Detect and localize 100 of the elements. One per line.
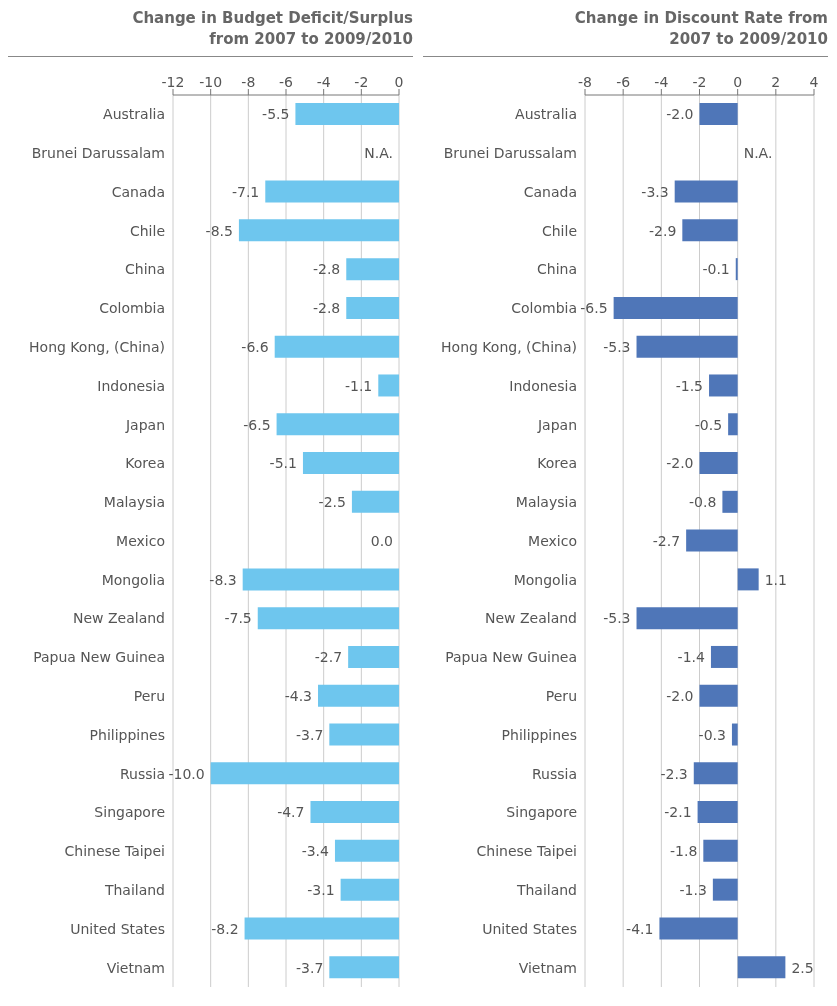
- y-tick-label: New Zealand: [485, 610, 577, 627]
- y-tick-label: Russia: [119, 765, 165, 782]
- data-label: -1.4: [677, 649, 706, 666]
- y-tick-label: United States: [482, 920, 577, 937]
- y-tick-label: Chile: [129, 222, 165, 239]
- data-label: -0.8: [689, 494, 717, 511]
- data-label: -3.7: [295, 726, 324, 743]
- x-tick-label: -12: [161, 74, 185, 90]
- data-label: -5.5: [262, 106, 290, 123]
- data-label: -2.8: [312, 261, 341, 278]
- x-tick-label: -6: [279, 74, 294, 90]
- y-tick-label: Mexico: [116, 532, 165, 549]
- bar: [697, 801, 738, 824]
- chart-title: Change in Budget Deficit/Surplus from 2007 to 2009/2010: [8, 8, 413, 57]
- y-tick-label: Australia: [515, 106, 577, 123]
- y-tick-label: Singapore: [94, 804, 165, 821]
- y-tick-label: Peru: [545, 688, 577, 705]
- y-tick-label: Colombia: [511, 300, 577, 317]
- y-tick-label: Thailand: [103, 881, 165, 898]
- y-tick-label: Indonesia: [509, 377, 577, 394]
- bar: [712, 878, 738, 901]
- bar: [737, 568, 759, 591]
- data-label: -8.2: [211, 920, 239, 937]
- data-label: -0.1: [702, 261, 730, 278]
- y-tick-label: Thailand: [515, 881, 577, 898]
- bar: [699, 684, 738, 707]
- data-label: 2.5: [791, 959, 814, 976]
- data-label: -7.1: [231, 183, 260, 200]
- bar: [682, 219, 738, 242]
- bar: [674, 180, 738, 203]
- text: N.A.: [743, 145, 773, 162]
- x-tick-label: 0: [733, 74, 743, 90]
- bar: [693, 762, 738, 785]
- bar: [636, 607, 738, 630]
- data-label: -0.3: [698, 726, 726, 743]
- y-tick-label: Russia: [531, 765, 577, 782]
- data-label: -2.0: [666, 688, 694, 705]
- text: N.A.: [364, 145, 393, 162]
- y-tick-label: Papua New Guinea: [33, 649, 165, 666]
- data-label: -1.5: [675, 377, 704, 394]
- bar: [737, 956, 786, 979]
- y-tick-label: New Zealand: [73, 610, 165, 627]
- data-label: -1.8: [669, 843, 698, 860]
- y-tick-label: Canada: [523, 183, 577, 200]
- chart-title: Change in Discount Rate from 2007 to 2009/2010: [423, 8, 828, 57]
- data-label: -5.1: [269, 455, 297, 472]
- y-tick-label: Mongolia: [101, 571, 165, 588]
- y-tick-label: Japan: [124, 416, 165, 433]
- data-label: -3.1: [307, 881, 335, 898]
- x-tick-label: -8: [241, 74, 256, 90]
- y-tick-label: Chile: [541, 222, 577, 239]
- bar: [728, 413, 738, 436]
- y-tick-label: Korea: [537, 455, 577, 472]
- y-tick-label: China: [125, 261, 165, 278]
- data-label: -6.6: [241, 338, 269, 355]
- y-tick-label: Philippines: [89, 726, 165, 743]
- x-tick-label: -4: [316, 74, 331, 90]
- data-label: -2.3: [660, 765, 688, 782]
- bar: [699, 452, 738, 475]
- data-label: -2.9: [649, 222, 677, 239]
- bar: [686, 529, 738, 552]
- x-tick-label: 2: [771, 74, 781, 90]
- data-label: -2.8: [312, 300, 341, 317]
- x-tick-label: -10: [199, 74, 223, 90]
- data-label: -1.3: [679, 881, 707, 898]
- y-tick-label: Korea: [125, 455, 165, 472]
- y-tick-label: Indonesia: [97, 377, 165, 394]
- y-tick-label: Canada: [111, 183, 165, 200]
- y-tick-label: Chinese Taipei: [476, 843, 577, 860]
- data-label: -4.7: [277, 804, 305, 821]
- data-label: -2.7: [652, 532, 681, 549]
- data-label: -7.5: [224, 610, 252, 627]
- data-label: -3.3: [641, 183, 669, 200]
- y-tick-label: Philippines: [501, 726, 577, 743]
- bar: [613, 296, 738, 319]
- bar: [659, 917, 738, 940]
- bar: [699, 103, 738, 125]
- data-label: 1.1: [764, 571, 787, 588]
- data-label: -10.0: [168, 765, 205, 782]
- y-tick-label: Mongolia: [513, 571, 577, 588]
- y-tick-label: Peru: [133, 688, 165, 705]
- bar: [722, 490, 738, 513]
- data-label: -3.4: [301, 843, 330, 860]
- y-tick-label: Japan: [536, 416, 577, 433]
- data-label: -2.7: [314, 649, 343, 666]
- y-tick-label: Australia: [103, 106, 165, 123]
- x-tick-label: -2: [692, 74, 707, 90]
- bar: [709, 374, 738, 397]
- y-tick-label: Papua New Guinea: [445, 649, 577, 666]
- y-tick-label: Mexico: [528, 532, 577, 549]
- bar: [636, 335, 738, 358]
- data-label: -0.5: [694, 416, 723, 433]
- data-label: -4.3: [284, 688, 313, 705]
- data-label: -2.5: [318, 494, 346, 511]
- data-label: -2.0: [666, 106, 694, 123]
- bar: [731, 723, 738, 746]
- data-label: 0.0: [370, 532, 393, 549]
- data-label: -6.5: [243, 416, 271, 433]
- y-tick-label: Vietnam: [106, 959, 165, 976]
- data-label: -3.7: [295, 959, 324, 976]
